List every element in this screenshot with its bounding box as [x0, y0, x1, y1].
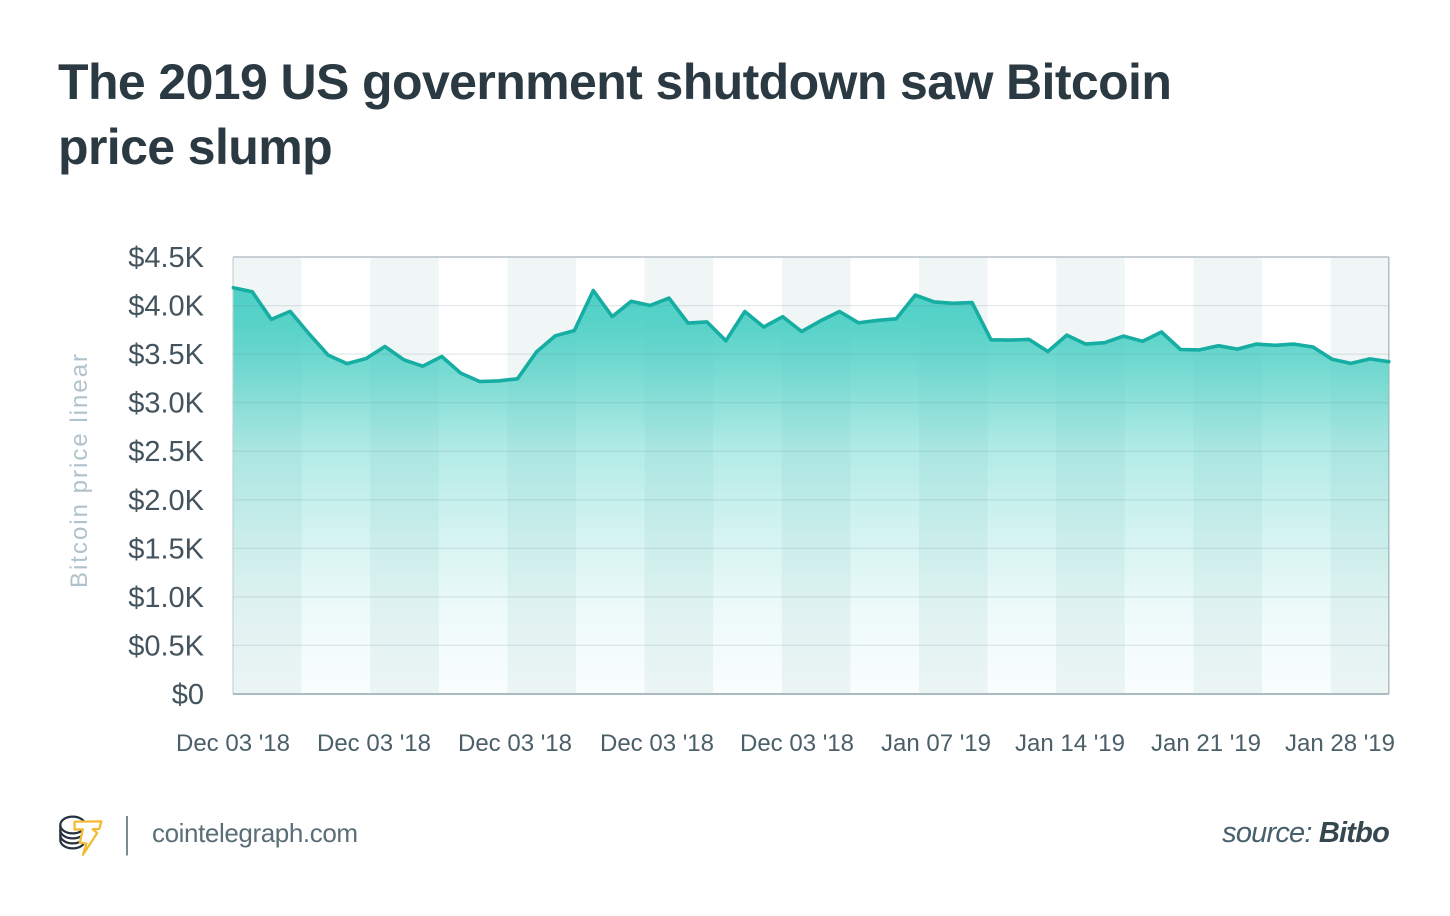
svg-text:source: Bitbo: source: Bitbo	[1222, 817, 1389, 849]
svg-text:$0: $0	[172, 679, 204, 711]
svg-text:$3.0K: $3.0K	[128, 388, 204, 420]
svg-text:$2.5K: $2.5K	[128, 436, 204, 468]
svg-text:Bitcoin price linear: Bitcoin price linear	[66, 352, 93, 588]
svg-text:$2.0K: $2.0K	[128, 485, 204, 517]
svg-text:$3.5K: $3.5K	[128, 339, 204, 371]
svg-text:Dec 03 '18: Dec 03 '18	[740, 730, 854, 757]
svg-text:Jan 28 '19: Jan 28 '19	[1285, 730, 1395, 757]
svg-text:$4.5K: $4.5K	[128, 242, 204, 274]
svg-text:Dec 03 '18: Dec 03 '18	[176, 730, 290, 757]
svg-text:$1.0K: $1.0K	[128, 582, 204, 614]
svg-text:cointelegraph.com: cointelegraph.com	[152, 818, 358, 848]
svg-text:Jan 14 '19: Jan 14 '19	[1015, 730, 1125, 757]
svg-text:$0.5K: $0.5K	[128, 630, 204, 662]
svg-text:$4.0K: $4.0K	[128, 291, 204, 323]
svg-text:price slump: price slump	[58, 119, 332, 175]
svg-text:Dec 03 '18: Dec 03 '18	[458, 730, 572, 757]
svg-text:Jan 21 '19: Jan 21 '19	[1151, 730, 1261, 757]
svg-text:Dec 03 '18: Dec 03 '18	[317, 730, 431, 757]
svg-text:$1.5K: $1.5K	[128, 533, 204, 565]
svg-text:Dec 03 '18: Dec 03 '18	[600, 730, 714, 757]
svg-text:Jan 07 '19: Jan 07 '19	[881, 730, 991, 757]
svg-text:The 2019 US government shutdow: The 2019 US government shutdown saw Bitc…	[58, 54, 1171, 110]
